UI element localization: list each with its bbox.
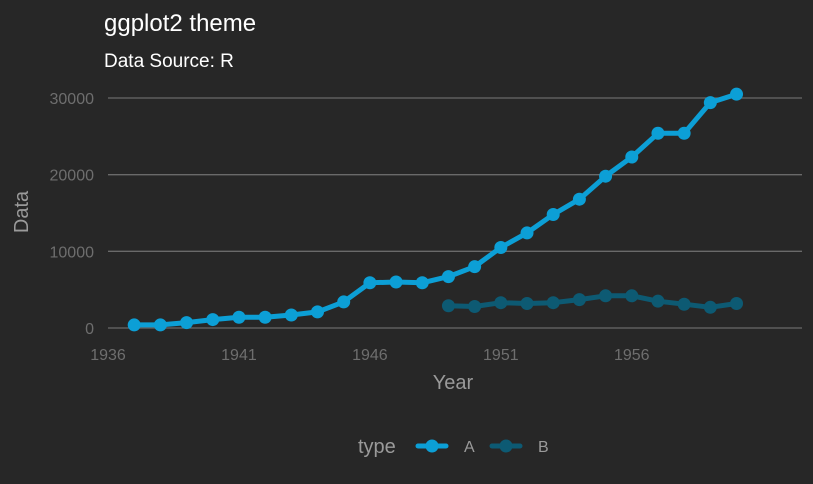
data-point-a [363,276,377,290]
data-point-a [520,226,534,240]
legend-marker-a [425,439,439,453]
y-tick-label: 0 [85,321,94,338]
data-point-a [599,169,613,183]
data-point-b [599,289,613,303]
series-a-line [131,91,739,328]
data-point-b [520,296,534,310]
data-point-a [625,150,639,164]
data-point-b [625,289,639,303]
legend-title: type [358,436,396,458]
legend-label-b: B [538,439,549,456]
data-point-a [284,308,298,322]
chart-title: ggplot2 theme [104,10,256,37]
legend-item-b: B [489,439,549,456]
y-axis-title: Data [11,190,33,233]
data-point-a [337,295,351,309]
series-b-line [446,293,739,310]
data-point-a [441,270,455,284]
data-point-a [153,318,167,332]
data-point-b [494,296,508,310]
data-point-b [546,296,560,310]
legend-label-a: A [464,439,475,456]
chart-subtitle: Data Source: R [104,51,234,72]
y-tick-label: 20000 [50,168,95,185]
data-point-a [258,310,272,324]
data-point-b [651,294,665,308]
x-axis-title: Year [433,372,474,394]
y-axis-ticks: 0 10000 20000 30000 [50,91,95,338]
data-point-b [572,293,586,307]
data-point-a [127,318,141,332]
x-tick-label: 1951 [483,347,519,364]
y-tick-label: 10000 [50,244,95,261]
data-point-a [468,260,482,274]
data-point-a [703,96,717,110]
data-point-b [441,299,455,313]
data-point-a [180,316,194,330]
data-point-a [311,305,325,319]
data-point-a [677,126,691,140]
legend-item-a: A [415,439,475,456]
data-point-b [677,297,691,311]
y-tick-label: 30000 [50,91,95,108]
grid-lines [108,97,802,329]
data-point-a [572,192,586,206]
data-point-b [468,300,482,314]
data-point-a [494,241,508,254]
x-tick-label: 1956 [614,347,650,364]
x-tick-label: 1946 [352,347,388,364]
x-tick-label: 1936 [90,347,126,364]
data-point-a [730,87,744,101]
data-point-a [415,276,429,290]
data-point-a [206,313,220,327]
series-b [441,289,744,314]
data-point-b [730,296,744,310]
data-point-a [546,208,560,222]
data-point-a [232,310,246,324]
series-a [127,87,744,332]
data-point-a [651,126,665,140]
data-point-b [703,300,717,314]
series-layer [127,87,744,332]
x-axis-ticks: 1936 1941 1946 1951 1956 [90,347,649,364]
x-tick-label: 1941 [221,347,257,364]
legend-marker-b [499,439,513,453]
data-point-a [389,275,403,289]
